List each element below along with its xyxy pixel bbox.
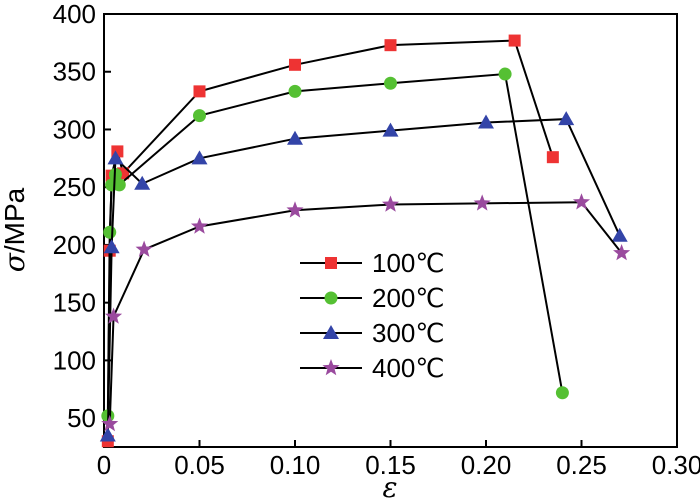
data-point [288, 84, 302, 98]
data-point [555, 386, 569, 400]
data-point [135, 240, 153, 257]
y-tick-label: 200 [53, 230, 96, 260]
x-tick-label: 0.15 [365, 450, 416, 480]
data-point [99, 427, 116, 442]
series-3 [101, 193, 631, 432]
data-point [190, 217, 209, 234]
series-line [106, 72, 564, 416]
series-layer [99, 34, 631, 448]
legend-marker [325, 257, 337, 269]
x-tick-label: 0.10 [270, 450, 321, 480]
x-tick-label: 0.05 [174, 450, 225, 480]
data-point [611, 227, 628, 242]
series-line [108, 201, 623, 424]
y-tick-label: 400 [53, 0, 96, 29]
legend-marker [324, 291, 338, 305]
data-point [134, 175, 151, 190]
series-line [106, 39, 554, 442]
data-point [101, 414, 119, 432]
data-point [193, 109, 206, 123]
legend-marker [323, 325, 339, 339]
ticks-layer: 0 0.05 0.10 0.15 0.20 0.25 0.30 50 100 150 200 250 3… [53, 0, 700, 480]
series-line [106, 118, 621, 436]
data-point [381, 195, 400, 212]
data-point [289, 58, 301, 71]
series-0 [101, 34, 559, 448]
data-point [286, 201, 304, 218]
data-point [498, 67, 512, 81]
y-tick-label: 350 [53, 57, 96, 87]
data-point [103, 225, 117, 239]
data-point [473, 194, 491, 211]
data-point [287, 130, 303, 145]
data-point [558, 111, 575, 126]
data-point [112, 178, 126, 192]
legend-label: 400℃ [372, 353, 445, 383]
data-point [384, 39, 397, 52]
x-tick-label: 0.25 [556, 450, 607, 480]
data-point [572, 193, 591, 210]
x-tick-label: 0.20 [461, 450, 512, 480]
legend-marker [322, 359, 340, 376]
x-axis-title: ε [382, 471, 397, 501]
x-tick-label: 0 [97, 450, 111, 480]
legend-label: 300℃ [372, 318, 445, 348]
data-point [508, 34, 521, 47]
data-point [103, 239, 120, 254]
data-point [382, 122, 399, 137]
y-tick-label: 300 [53, 114, 96, 144]
data-point [613, 244, 631, 261]
legend-label: 200℃ [372, 283, 445, 313]
data-point [546, 151, 559, 164]
data-point [191, 150, 208, 165]
data-point [107, 150, 124, 165]
y-axis-unit: /MPa [0, 187, 30, 253]
y-tick-label: 100 [53, 345, 96, 375]
data-point [193, 85, 206, 98]
legend-label: 100℃ [372, 248, 445, 278]
x-tick-label: 0.30 [652, 450, 700, 480]
data-point [384, 76, 397, 90]
y-axis-symbol: σ [0, 252, 31, 272]
y-axis-title: σ/MPa [0, 187, 31, 272]
y-tick-label: 150 [53, 288, 96, 318]
y-tick-label: 50 [67, 403, 96, 433]
data-point [478, 114, 494, 129]
y-tick-label: 250 [53, 172, 96, 202]
legend: 100℃ 200℃ 300℃ 400℃ [300, 248, 445, 383]
series-2 [99, 111, 628, 442]
data-point [104, 307, 123, 324]
